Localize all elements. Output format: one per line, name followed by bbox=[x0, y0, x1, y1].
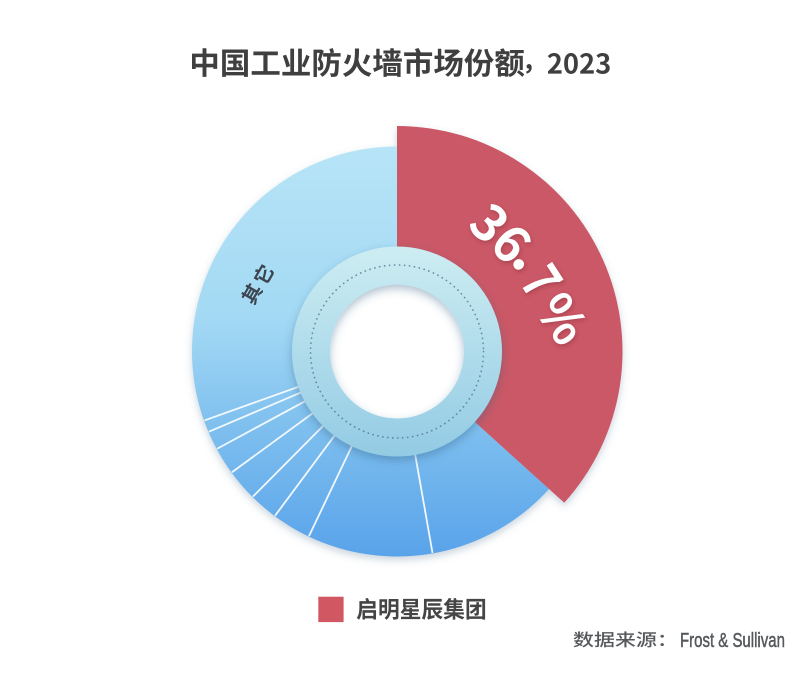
svg-text:Frost & Sullivan: Frost & Sullivan bbox=[680, 629, 785, 652]
